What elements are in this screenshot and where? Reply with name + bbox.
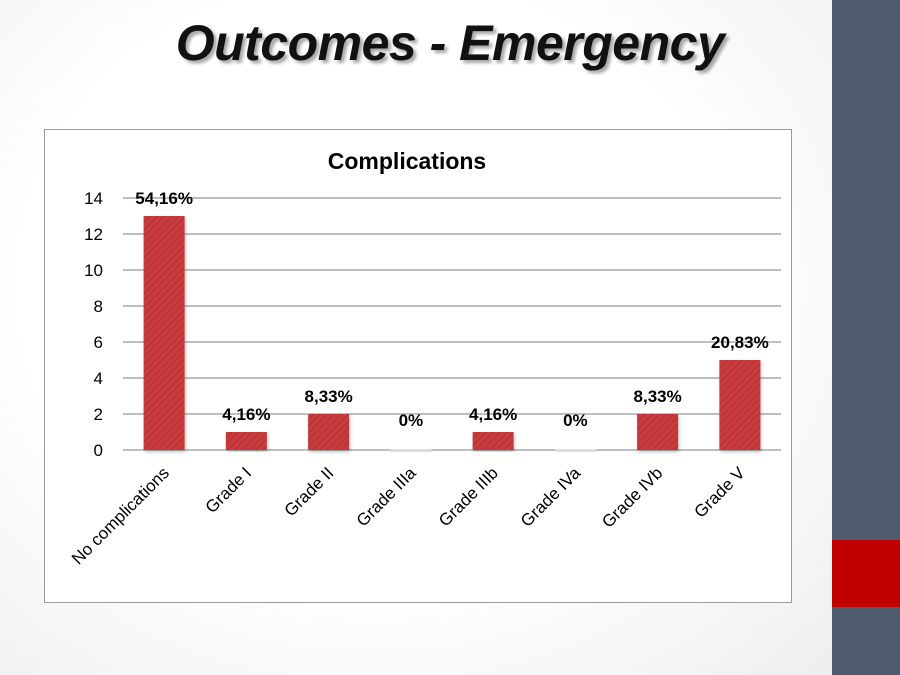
bar (719, 360, 761, 450)
y-tick-label: 0 (94, 441, 103, 460)
gridlines (123, 197, 781, 451)
x-tick-label: Grade IVb (598, 463, 666, 531)
y-axis-ticks: 0 2 4 6 8 10 12 14 (84, 189, 103, 460)
x-axis-ticks: No complications Grade I Grade II Grade III… (68, 463, 749, 568)
bar (308, 414, 350, 450)
complications-bar-chart: Complications 0 2 4 6 8 10 12 14 54,16% 4,16% 8,3… (68, 148, 781, 568)
y-tick-label: 8 (94, 297, 103, 316)
data-label: 54,16% (135, 189, 193, 208)
x-tick-label: Grade IVa (517, 463, 585, 531)
bar (225, 432, 267, 450)
data-label: 20,83% (711, 333, 769, 352)
x-tick-label: Grade IIIa (353, 463, 420, 530)
chart-title: Complications (328, 148, 486, 174)
data-label: 4,16% (222, 405, 270, 424)
x-tick-label: Grade II (281, 463, 338, 520)
y-tick-label: 4 (94, 369, 103, 388)
y-tick-label: 12 (84, 225, 103, 244)
x-tick-label: No complications (68, 463, 173, 568)
bar-baseline-shadow (390, 449, 432, 452)
slide-title: Outcomes - Emergency (175, 15, 725, 71)
bars (143, 216, 761, 452)
y-tick-label: 6 (94, 333, 103, 352)
data-label: 8,33% (305, 387, 353, 406)
bar (143, 216, 185, 450)
data-label: 8,33% (634, 387, 682, 406)
data-label: 4,16% (469, 405, 517, 424)
bar (637, 414, 679, 450)
x-tick-label: Grade IIIb (435, 463, 502, 530)
x-tick-label: Grade V (690, 463, 749, 522)
data-label: 0% (563, 411, 588, 430)
chart-frame: Complications 0 2 4 6 8 10 12 14 54,16% 4,16% 8,3… (44, 129, 792, 603)
side-accent (832, 540, 900, 607)
y-tick-label: 2 (94, 405, 103, 424)
bar (472, 432, 514, 450)
x-tick-label: Grade I (202, 463, 256, 517)
y-tick-label: 10 (84, 261, 103, 280)
y-tick-label: 14 (84, 189, 103, 208)
bar-baseline-shadow (554, 449, 596, 452)
data-label: 0% (399, 411, 424, 430)
data-labels: 54,16% 4,16% 8,33% 0% 4,16% 0% 8,33% 20,83% (135, 189, 768, 430)
